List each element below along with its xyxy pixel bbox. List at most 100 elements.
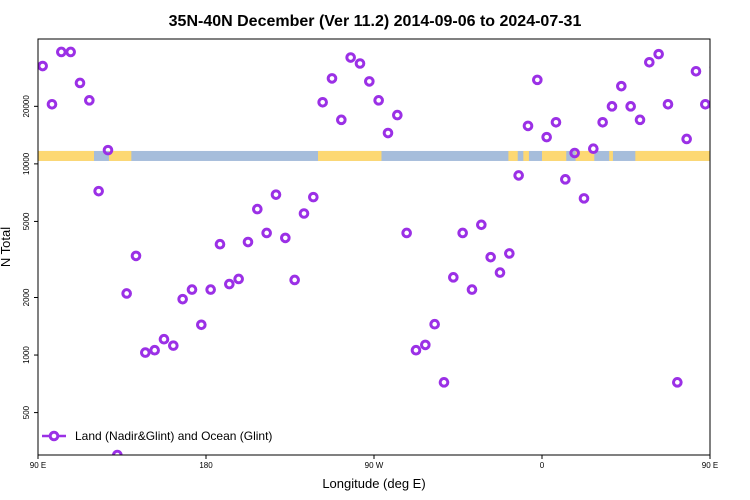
- x-tick-label: 90 E: [702, 461, 718, 470]
- data-point: [616, 80, 627, 92]
- land-segment: [635, 150, 710, 161]
- data-point: [38, 60, 48, 72]
- land-segment: [318, 150, 382, 161]
- data-point: [522, 120, 534, 132]
- y-tick-label: 10000: [22, 152, 31, 175]
- data-point: [597, 116, 608, 128]
- data-point: [205, 284, 216, 295]
- data-point: [625, 101, 636, 112]
- data-point: [317, 96, 328, 108]
- data-point: [410, 344, 422, 356]
- data-point: [121, 288, 132, 299]
- data-point: [578, 193, 590, 204]
- data-point: [709, 64, 710, 70]
- data-point: [326, 73, 338, 84]
- data-point: [720, 100, 728, 108]
- data-point: [186, 284, 198, 295]
- data-point: [457, 227, 468, 239]
- data-point: [224, 278, 235, 290]
- data-point: [681, 133, 692, 145]
- y-axis: 500 1000 2000 5000 10000 20000: [22, 95, 38, 419]
- land-segment: [609, 150, 613, 161]
- data-point: [168, 340, 179, 351]
- legend-marker-swatch: [48, 430, 60, 442]
- data-point: [504, 248, 515, 259]
- data-points: [38, 46, 747, 455]
- data-point: [252, 203, 263, 215]
- data-point: [46, 98, 58, 110]
- y-tick-label: 500: [22, 405, 31, 419]
- data-point: [102, 144, 114, 156]
- data-point: [65, 46, 76, 58]
- data-point: [130, 250, 142, 262]
- data-point: [541, 131, 552, 143]
- data-point: [739, 48, 747, 56]
- data-point: [644, 56, 655, 68]
- surface-strip: [38, 150, 710, 161]
- data-point: [140, 347, 151, 358]
- data-point: [513, 170, 524, 181]
- y-axis-title: N Total: [0, 227, 13, 267]
- land-segment: [108, 150, 132, 161]
- data-point: [270, 189, 282, 200]
- data-point: [392, 109, 403, 121]
- data-point: [466, 284, 478, 295]
- data-point: [476, 219, 487, 231]
- y-tick-label: 1000: [22, 346, 31, 364]
- data-point: [56, 46, 67, 58]
- data-point: [177, 293, 188, 305]
- legend-label: Land (Nadir&Glint) and Ocean (Glint): [75, 429, 272, 443]
- data-point: [634, 114, 646, 126]
- data-point: [653, 48, 664, 60]
- y-tick-label: 20000: [22, 95, 31, 118]
- land-segment: [523, 150, 529, 161]
- data-point: [233, 273, 244, 285]
- data-point: [242, 236, 254, 248]
- data-point: [280, 232, 291, 244]
- land-segment: [542, 150, 567, 161]
- data-point: [345, 52, 356, 63]
- data-point: [289, 274, 300, 286]
- data-point: [112, 449, 123, 455]
- x-tick-label: 0: [540, 461, 545, 470]
- land-segment: [38, 150, 94, 161]
- y-tick-label: 2000: [22, 288, 31, 306]
- data-point: [364, 76, 375, 87]
- x-axis-title: Longitude (deg E): [322, 476, 425, 491]
- data-point: [588, 143, 599, 155]
- x-tick-label: 90 W: [365, 461, 384, 470]
- data-point: [700, 98, 710, 110]
- data-point: [485, 251, 496, 263]
- land-segment: [508, 150, 518, 161]
- chart-title: 35N-40N December (Ver 11.2) 2014-09-06 t…: [169, 13, 582, 30]
- data-point: [373, 95, 384, 106]
- data-point: [84, 95, 95, 106]
- data-point: [550, 116, 562, 128]
- legend: Land (Nadir&Glint) and Ocean (Glint): [42, 429, 272, 443]
- x-tick-label: 180: [199, 461, 213, 470]
- data-point: [672, 377, 683, 388]
- data-point: [382, 127, 394, 139]
- data-point: [261, 227, 272, 239]
- data-point: [429, 318, 440, 330]
- data-point: [730, 48, 738, 56]
- data-point: [569, 147, 580, 159]
- data-point: [308, 191, 319, 203]
- data-point: [336, 114, 347, 126]
- data-point: [690, 65, 702, 77]
- data-point: [401, 227, 412, 239]
- data-point: [74, 77, 86, 89]
- data-point: [149, 344, 160, 356]
- land-segment: [575, 150, 595, 161]
- data-point: [93, 185, 104, 197]
- data-point: [532, 74, 543, 86]
- data-point: [196, 319, 207, 331]
- y-tick-label: 5000: [22, 212, 31, 230]
- data-point: [438, 377, 450, 388]
- data-point: [662, 98, 674, 110]
- data-point: [214, 238, 226, 250]
- data-point: [448, 272, 459, 283]
- data-point: [560, 174, 571, 185]
- data-point: [494, 267, 506, 278]
- data-point: [606, 101, 618, 112]
